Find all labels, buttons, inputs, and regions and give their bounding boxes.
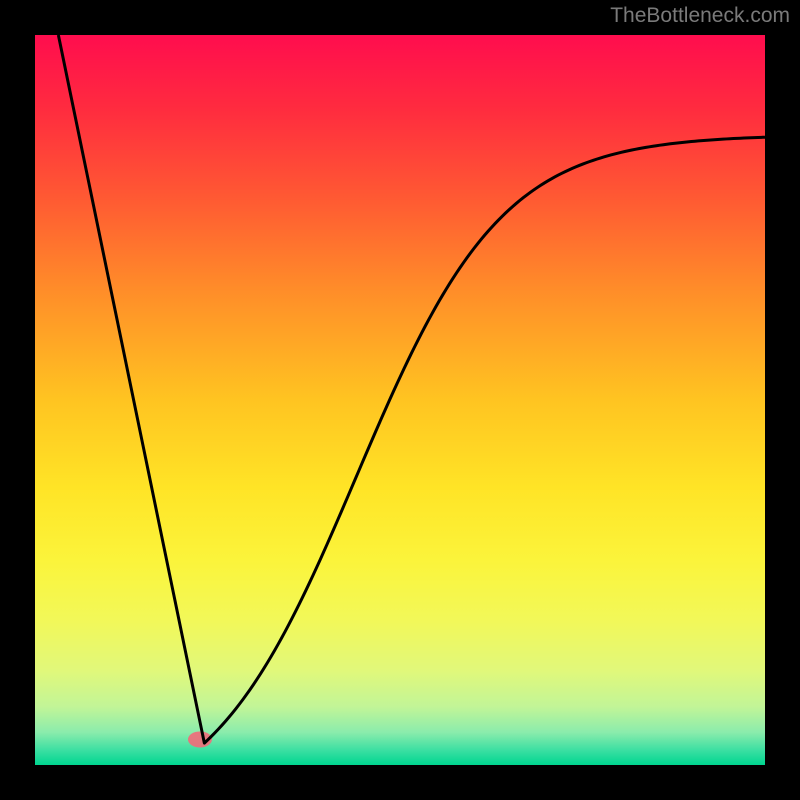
- watermark-text: TheBottleneck.com: [610, 4, 790, 28]
- chart-container: TheBottleneck.com: [0, 0, 800, 800]
- curve-layer: [35, 35, 765, 765]
- bottleneck-curve: [58, 35, 765, 743]
